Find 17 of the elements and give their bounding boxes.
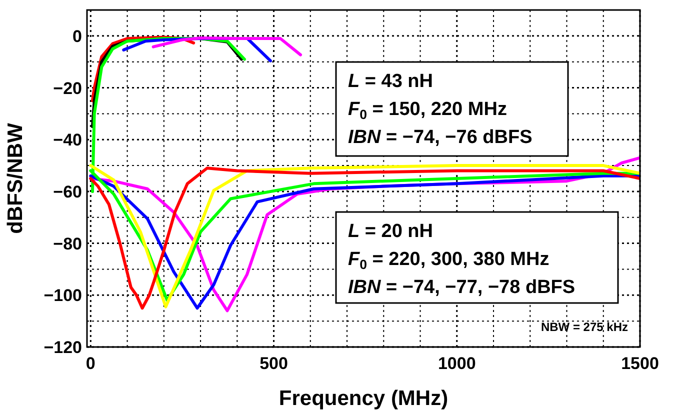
y-tick-label: −100 — [44, 286, 82, 306]
x-tick-label: 1000 — [438, 354, 476, 373]
y-tick-label: −40 — [53, 130, 82, 150]
x-tick-label: 500 — [260, 354, 288, 373]
y-tick-label: −80 — [53, 234, 82, 254]
x-tick-label: 1500 — [621, 354, 659, 373]
y-tick-label: −20 — [53, 78, 82, 98]
x-tick-label: 0 — [86, 354, 96, 373]
y-tick-label: 0 — [72, 26, 82, 46]
x-axis-title: Frequency (MHz) — [278, 387, 448, 410]
y-tick-label: −60 — [53, 182, 82, 202]
annotation: NBW = 275 kHz — [540, 320, 628, 334]
annotation: L = 43 nH F$_{0}$ = 150, 220 MHz IBN = −74, −76 dBFS — [348, 71, 532, 148]
y-axis-title: dBFS/NBW — [4, 122, 27, 234]
line-series — [152, 36, 302, 56]
annotation: L = 20 nH F$_{0}$ = 220, 300, 380 MHz IBN = −74, −77, −78 dBFS — [348, 221, 576, 298]
y-tick-label: −120 — [44, 338, 82, 357]
